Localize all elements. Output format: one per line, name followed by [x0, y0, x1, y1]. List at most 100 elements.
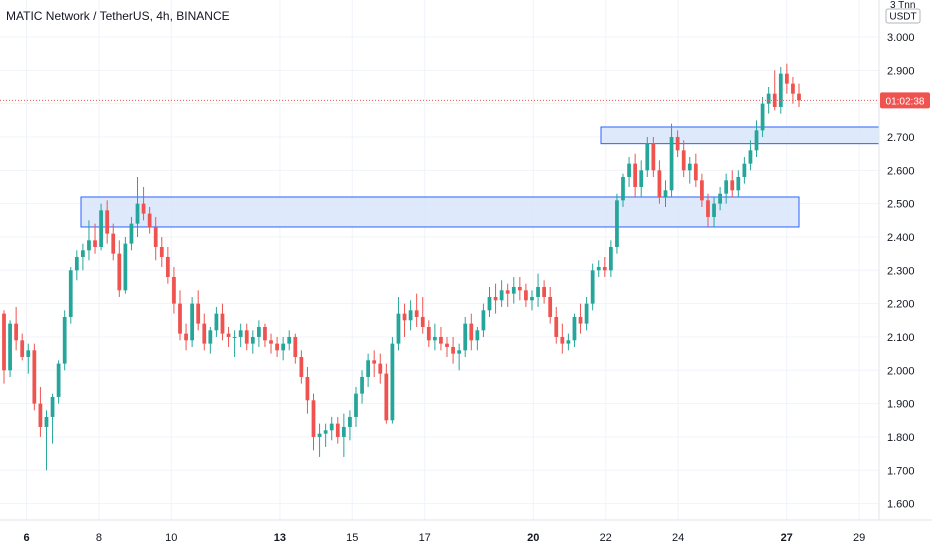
candle[interactable]: [633, 153, 638, 197]
candle[interactable]: [153, 216, 158, 261]
candle[interactable]: [366, 353, 371, 387]
candle[interactable]: [238, 323, 243, 347]
candle[interactable]: [360, 370, 364, 404]
candle[interactable]: [700, 173, 704, 207]
candle[interactable]: [712, 196, 716, 227]
candle[interactable]: [38, 386, 43, 437]
candle[interactable]: [99, 203, 103, 251]
candle[interactable]: [408, 300, 413, 331]
candle[interactable]: [93, 223, 97, 254]
candle[interactable]: [791, 76, 795, 104]
candle[interactable]: [8, 320, 12, 377]
candle[interactable]: [317, 423, 322, 457]
candle[interactable]: [760, 96, 765, 137]
candle[interactable]: [566, 333, 571, 351]
candle[interactable]: [396, 296, 401, 351]
candle[interactable]: [202, 313, 207, 351]
candle[interactable]: [226, 326, 231, 347]
candle[interactable]: [487, 286, 492, 317]
candle[interactable]: [560, 323, 565, 354]
candle[interactable]: [147, 206, 152, 234]
candle[interactable]: [68, 266, 73, 324]
candle[interactable]: [493, 283, 498, 314]
candle[interactable]: [305, 366, 310, 414]
candle[interactable]: [530, 290, 534, 311]
candle[interactable]: [797, 83, 801, 107]
candle[interactable]: [341, 413, 346, 457]
candle[interactable]: [62, 310, 67, 371]
candle[interactable]: [608, 240, 613, 277]
candle[interactable]: [584, 296, 589, 331]
candle[interactable]: [432, 323, 437, 351]
candle[interactable]: [287, 330, 292, 351]
candle[interactable]: [335, 416, 340, 444]
candle[interactable]: [657, 160, 662, 204]
candle[interactable]: [602, 256, 607, 277]
candle[interactable]: [184, 323, 188, 351]
candle[interactable]: [214, 306, 219, 337]
candle[interactable]: [372, 350, 377, 377]
candle[interactable]: [244, 323, 249, 351]
candle[interactable]: [615, 193, 619, 254]
candle[interactable]: [384, 363, 389, 424]
candle[interactable]: [706, 193, 710, 227]
candle[interactable]: [105, 200, 110, 244]
candle[interactable]: [748, 140, 753, 171]
candle[interactable]: [681, 140, 686, 177]
candle[interactable]: [275, 336, 279, 357]
candle[interactable]: [232, 330, 237, 357]
candle[interactable]: [742, 156, 747, 184]
price-axis[interactable]: 3 Tnn USDT 3.0002.9002.8002.7002.6002.50…: [878, 0, 930, 520]
candle[interactable]: [135, 176, 140, 237]
candle[interactable]: [329, 416, 334, 441]
candle[interactable]: [511, 276, 516, 304]
candle[interactable]: [426, 320, 431, 347]
candle[interactable]: [517, 276, 522, 301]
candle[interactable]: [420, 296, 425, 334]
candle[interactable]: [402, 303, 407, 337]
candle[interactable]: [123, 236, 128, 294]
candle[interactable]: [129, 216, 134, 251]
candle[interactable]: [475, 326, 480, 351]
unit-badge[interactable]: [885, 8, 921, 24]
candle[interactable]: [463, 316, 468, 357]
candle[interactable]: [196, 290, 201, 331]
candle[interactable]: [220, 303, 225, 341]
candle[interactable]: [754, 120, 759, 157]
candle[interactable]: [74, 250, 79, 281]
candle[interactable]: [639, 160, 644, 197]
candle[interactable]: [56, 360, 61, 404]
candle[interactable]: [554, 306, 559, 344]
candle[interactable]: [590, 263, 595, 311]
candle[interactable]: [505, 283, 510, 307]
candle[interactable]: [730, 170, 735, 197]
candle[interactable]: [257, 320, 261, 347]
candle[interactable]: [44, 410, 49, 471]
candle[interactable]: [178, 290, 182, 341]
candle[interactable]: [414, 293, 419, 327]
candle[interactable]: [736, 170, 741, 197]
time-axis[interactable]: 6 8 10 13 15 17 20 22 24 27 29: [0, 519, 932, 544]
candle[interactable]: [596, 260, 601, 277]
candle[interactable]: [621, 173, 625, 207]
candle[interactable]: [208, 326, 213, 354]
candle[interactable]: [572, 313, 577, 347]
candle[interactable]: [669, 123, 674, 197]
candle[interactable]: [2, 310, 6, 384]
candle[interactable]: [32, 343, 37, 411]
candle[interactable]: [675, 130, 680, 157]
candle[interactable]: [651, 136, 656, 177]
candle[interactable]: [26, 343, 31, 374]
candle[interactable]: [263, 323, 267, 347]
candle[interactable]: [87, 220, 91, 261]
candle[interactable]: [378, 353, 383, 384]
candle[interactable]: [172, 266, 176, 314]
candle[interactable]: [687, 156, 692, 184]
candle[interactable]: [390, 336, 395, 424]
candle[interactable]: [542, 280, 546, 304]
candle[interactable]: [469, 313, 474, 351]
candle[interactable]: [627, 156, 631, 187]
candle[interactable]: [281, 336, 286, 361]
candle[interactable]: [548, 286, 553, 324]
candle[interactable]: [159, 236, 164, 267]
